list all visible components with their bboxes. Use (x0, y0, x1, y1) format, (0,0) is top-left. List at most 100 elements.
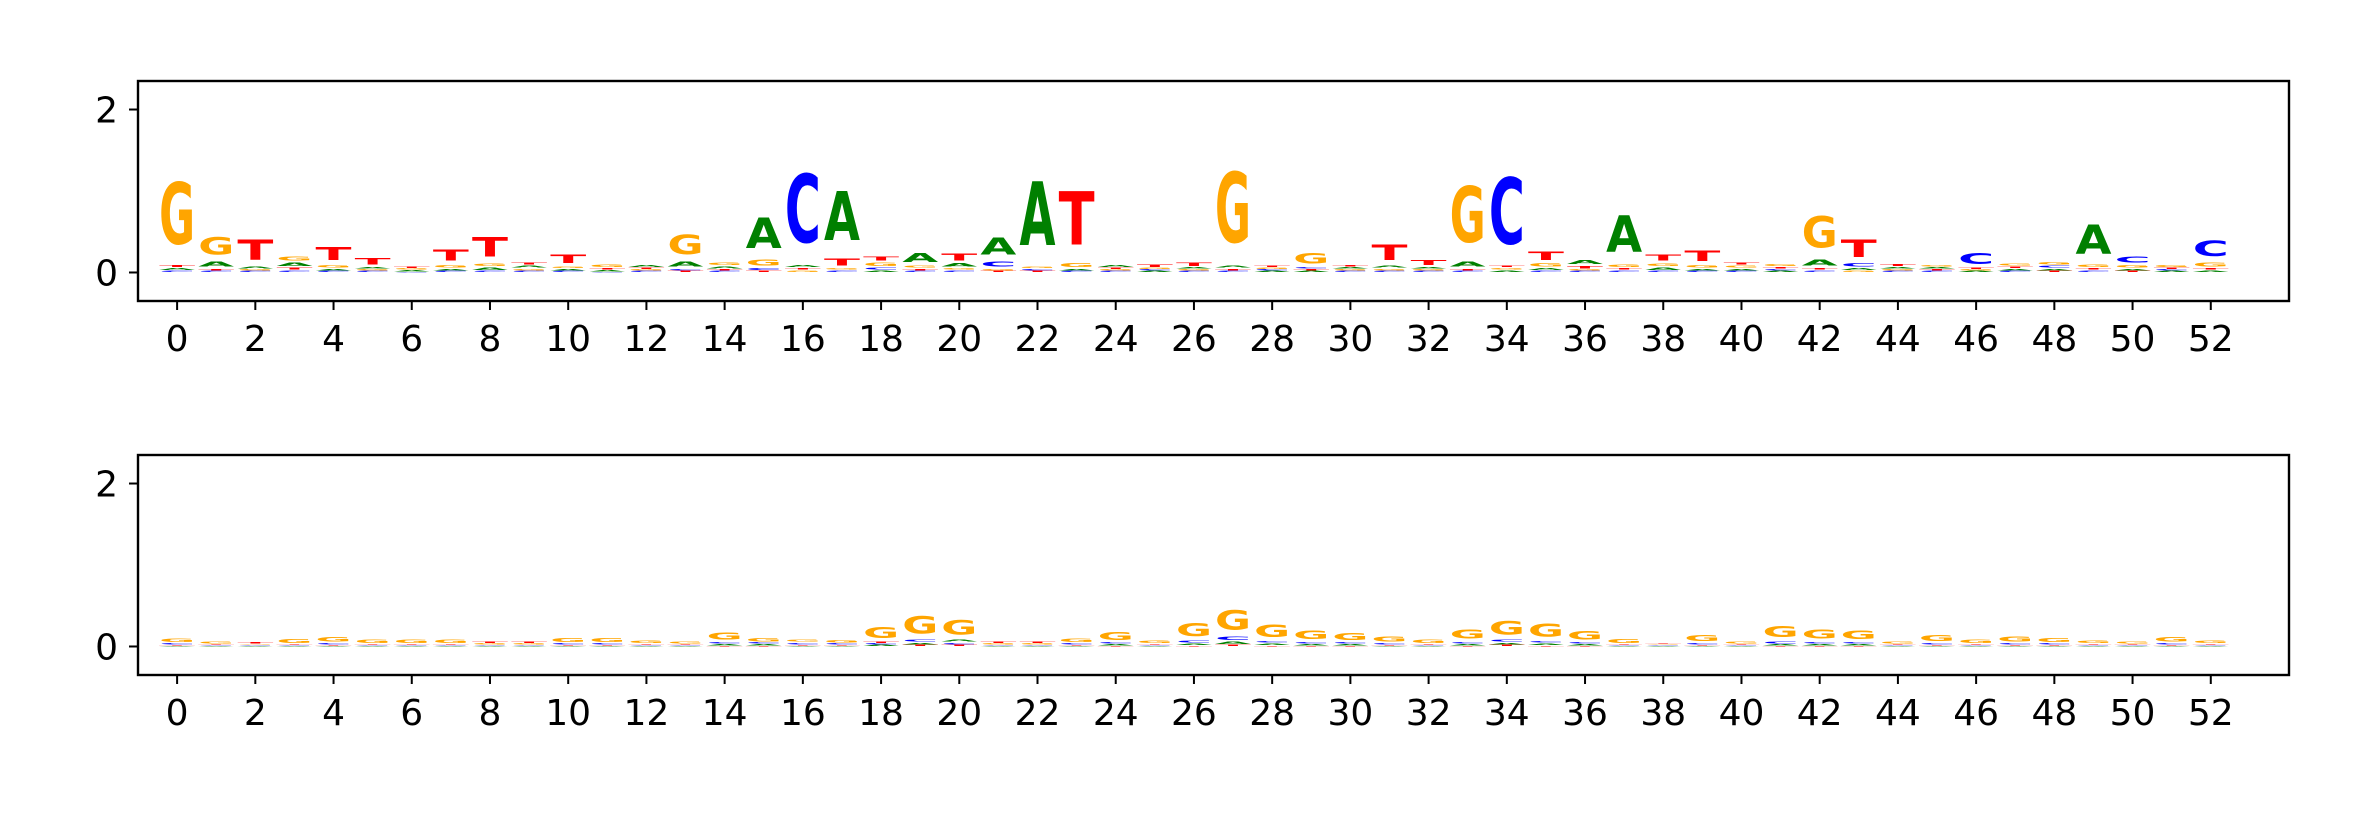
x-tick-label: 32 (1406, 319, 1452, 360)
logo-letter-G: G (746, 258, 782, 268)
logo-letter-C: C (1606, 270, 1642, 272)
logo-letter-T: T (1450, 268, 1487, 270)
x-tick-label: 18 (858, 693, 904, 734)
logo-letter-G: G (198, 232, 234, 260)
logo-letter-T: T (824, 645, 861, 646)
logo-letter-T: T (1802, 268, 1839, 270)
logo-letter-G: G (1645, 644, 1681, 645)
x-tick-label: 6 (400, 693, 423, 734)
logo-letter-C: C (511, 271, 547, 273)
logo-letter-G: G (159, 165, 195, 264)
logo-letter-G: G (1450, 171, 1486, 261)
logo-letter-G: G (1841, 628, 1877, 642)
logo-letter-T: T (316, 645, 353, 646)
logo-letter-G: G (707, 631, 743, 642)
logo-letter-C: C (628, 645, 664, 646)
logo-letter-A: A (394, 646, 431, 647)
logo-letter-A: A (1137, 646, 1174, 647)
logo-letter-A: A (511, 646, 548, 647)
logo-letter-T: T (433, 247, 470, 265)
logo-letter-G: G (941, 617, 977, 639)
x-tick-label: 0 (166, 693, 189, 734)
logo-letter-C: C (1332, 642, 1368, 644)
logo-letter-T: T (511, 642, 548, 644)
logo-letter-T: T (159, 264, 196, 267)
logo-letter-G: G (472, 643, 508, 645)
x-tick-label: 44 (1875, 319, 1921, 360)
logo-letter-A: A (1411, 646, 1448, 647)
logo-letter-T: T (1489, 265, 1526, 267)
logo-letter-A: A (628, 646, 665, 647)
logo-letter-G: G (746, 638, 782, 643)
logo-letter-T: T (785, 645, 822, 646)
logo-letter-C: C (1645, 645, 1681, 646)
logo-letter-C: C (2154, 643, 2190, 645)
logo-letter-C: C (550, 271, 586, 273)
x-tick-label: 24 (1093, 693, 1139, 734)
logo-letter-T: T (1215, 645, 1252, 647)
logo-letter-G: G (1528, 620, 1564, 640)
logo-letter-A: A (1723, 646, 1760, 647)
logo-letter-G: G (1137, 640, 1173, 644)
logo-letter-T: T (628, 644, 665, 645)
logo-letter-G: G (1254, 621, 1290, 641)
logo-letter-G: G (1684, 634, 1720, 644)
logo-letter-A: A (1841, 644, 1878, 646)
logo-letter-C: C (746, 642, 782, 644)
logo-letter-T: T (1919, 645, 1956, 646)
logo-letter-C: C (1997, 643, 2033, 645)
logo-letter-C: C (316, 271, 352, 273)
logo-letter-A: A (785, 264, 822, 267)
logo-letter-T: T (1411, 259, 1447, 267)
logo-letter-T: T (1997, 266, 2034, 268)
logo-letter-T: T (276, 267, 313, 270)
x-tick-label: 34 (1484, 319, 1530, 360)
logo-letter-G: G (276, 256, 312, 262)
logo-letter-G: G (1293, 628, 1329, 641)
logo-letter-C: C (1919, 271, 1955, 273)
logo-letter-A: A (355, 267, 392, 269)
logo-letter-C: C (2193, 645, 2229, 646)
x-tick-label: 50 (2110, 693, 2156, 734)
logo-letter-G: G (1176, 269, 1212, 271)
logo-letter-A: A (746, 210, 782, 258)
logo-letter-C: C (276, 645, 312, 646)
logo-letter-T: T (472, 232, 509, 263)
logo-letter-C: C (198, 271, 234, 273)
logo-letter-C: C (1176, 271, 1212, 273)
logo-letter-T: T (1137, 644, 1174, 645)
logo-letter-G: G (1098, 630, 1134, 642)
logo-letter-C: C (1684, 271, 1720, 273)
logo-letter-A: A (1919, 267, 1956, 269)
logo-letter-G: G (1997, 263, 2033, 266)
x-tick-label: 46 (1953, 693, 1999, 734)
logo-letter-T: T (1958, 644, 1995, 645)
logo-letter-T: T (1567, 265, 1604, 269)
logo-letter-C: C (1137, 269, 1173, 271)
logo-letter-G: G (1919, 634, 1955, 644)
logo-letter-G: G (1450, 627, 1486, 642)
logo-letter-A: A (668, 646, 705, 647)
logo-letter-A: A (980, 646, 1017, 647)
logo-letter-A: A (2193, 270, 2230, 272)
logo-letter-G: G (628, 640, 664, 644)
logo-panel-top: CATGCTAGCGATCTAGCAGTCGATCAGTCAGTCAGTCGAT… (95, 79, 2291, 360)
logo-letter-T: T (1919, 269, 1956, 271)
logo-letter-C: C (980, 261, 1016, 269)
logo-letter-A: A (1098, 644, 1135, 646)
logo-letter-C: C (159, 643, 195, 645)
logo-letter-C: C (1254, 269, 1290, 271)
logo-letter-T: T (1489, 645, 1526, 647)
logo-letter-A: A (472, 267, 509, 271)
logo-letter-A: A (2154, 271, 2191, 273)
logo-letter-T: T (1098, 646, 1135, 647)
logo-letter-T: T (1332, 264, 1369, 266)
x-tick-label: 2 (244, 319, 267, 360)
logo-letter-G: G (1958, 639, 1994, 644)
logo-letter-T: T (941, 251, 977, 262)
logo-letter-A: A (589, 270, 626, 272)
logo-letter-A: A (863, 270, 900, 272)
logo-letter-T: T (628, 268, 665, 270)
x-tick-label: 14 (702, 319, 748, 360)
logo-letter-C: C (276, 270, 312, 272)
